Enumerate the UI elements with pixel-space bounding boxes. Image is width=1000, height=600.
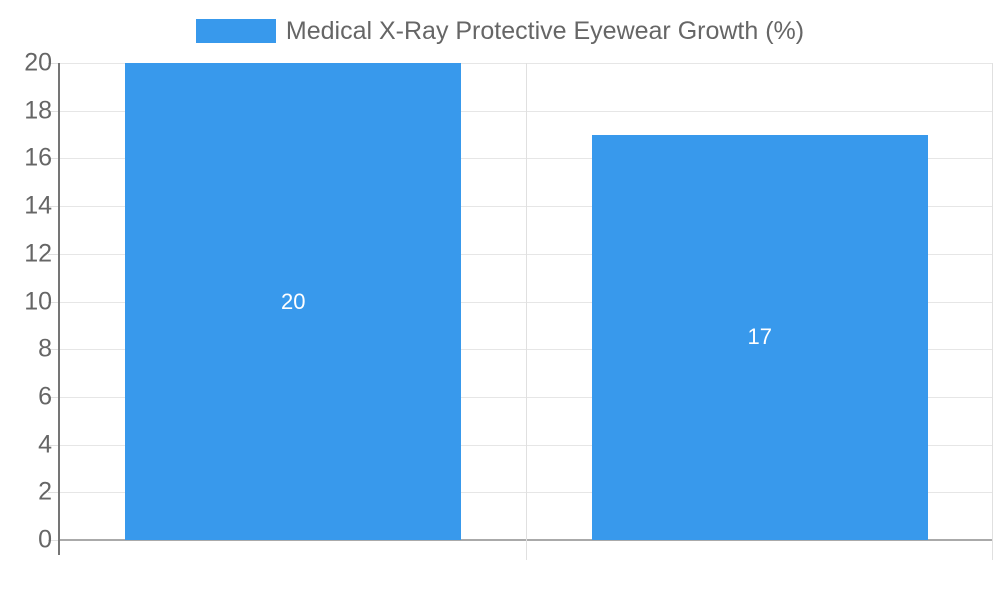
y-tick-label: 0 bbox=[38, 525, 52, 554]
y-tick-label: 8 bbox=[38, 334, 52, 363]
y-tick-mark bbox=[48, 492, 58, 494]
y-tick-label: 12 bbox=[24, 239, 52, 268]
category-separator bbox=[526, 63, 527, 560]
y-tick-label: 18 bbox=[24, 96, 52, 125]
y-axis-line bbox=[58, 63, 60, 555]
y-tick-mark bbox=[48, 301, 58, 303]
y-tick-label: 2 bbox=[38, 477, 52, 506]
y-tick-label: 20 bbox=[24, 48, 52, 77]
bar: 20 bbox=[125, 63, 462, 540]
y-tick-mark bbox=[48, 63, 58, 64]
category-separator bbox=[992, 63, 993, 560]
y-tick-label: 4 bbox=[38, 430, 52, 459]
y-tick-label: 6 bbox=[38, 382, 52, 411]
y-tick-mark bbox=[48, 253, 58, 255]
y-tick-label: 14 bbox=[24, 191, 52, 220]
y-tick-label: 10 bbox=[24, 287, 52, 315]
y-tick-mark bbox=[48, 206, 58, 208]
bar-value-label: 20 bbox=[280, 288, 306, 314]
y-tick-mark bbox=[48, 158, 58, 160]
y-tick-mark bbox=[48, 349, 58, 351]
legend-label: Medical X-Ray Protective Eyewear Growth … bbox=[285, 16, 805, 45]
y-tick-mark bbox=[48, 110, 58, 112]
plot-area: 02468101214161820202023-2024172024-2025 bbox=[24, 49, 993, 560]
y-tick-mark bbox=[48, 444, 58, 446]
bar: 17 bbox=[591, 134, 928, 540]
legend: Medical X-Ray Protective Eyewear Growth … bbox=[0, 13, 1000, 49]
y-tick-label: 16 bbox=[24, 143, 52, 172]
bar-value-label: 17 bbox=[747, 324, 772, 350]
legend-swatch bbox=[195, 19, 276, 43]
y-tick-mark bbox=[48, 396, 58, 398]
y-tick-mark bbox=[48, 540, 58, 541]
